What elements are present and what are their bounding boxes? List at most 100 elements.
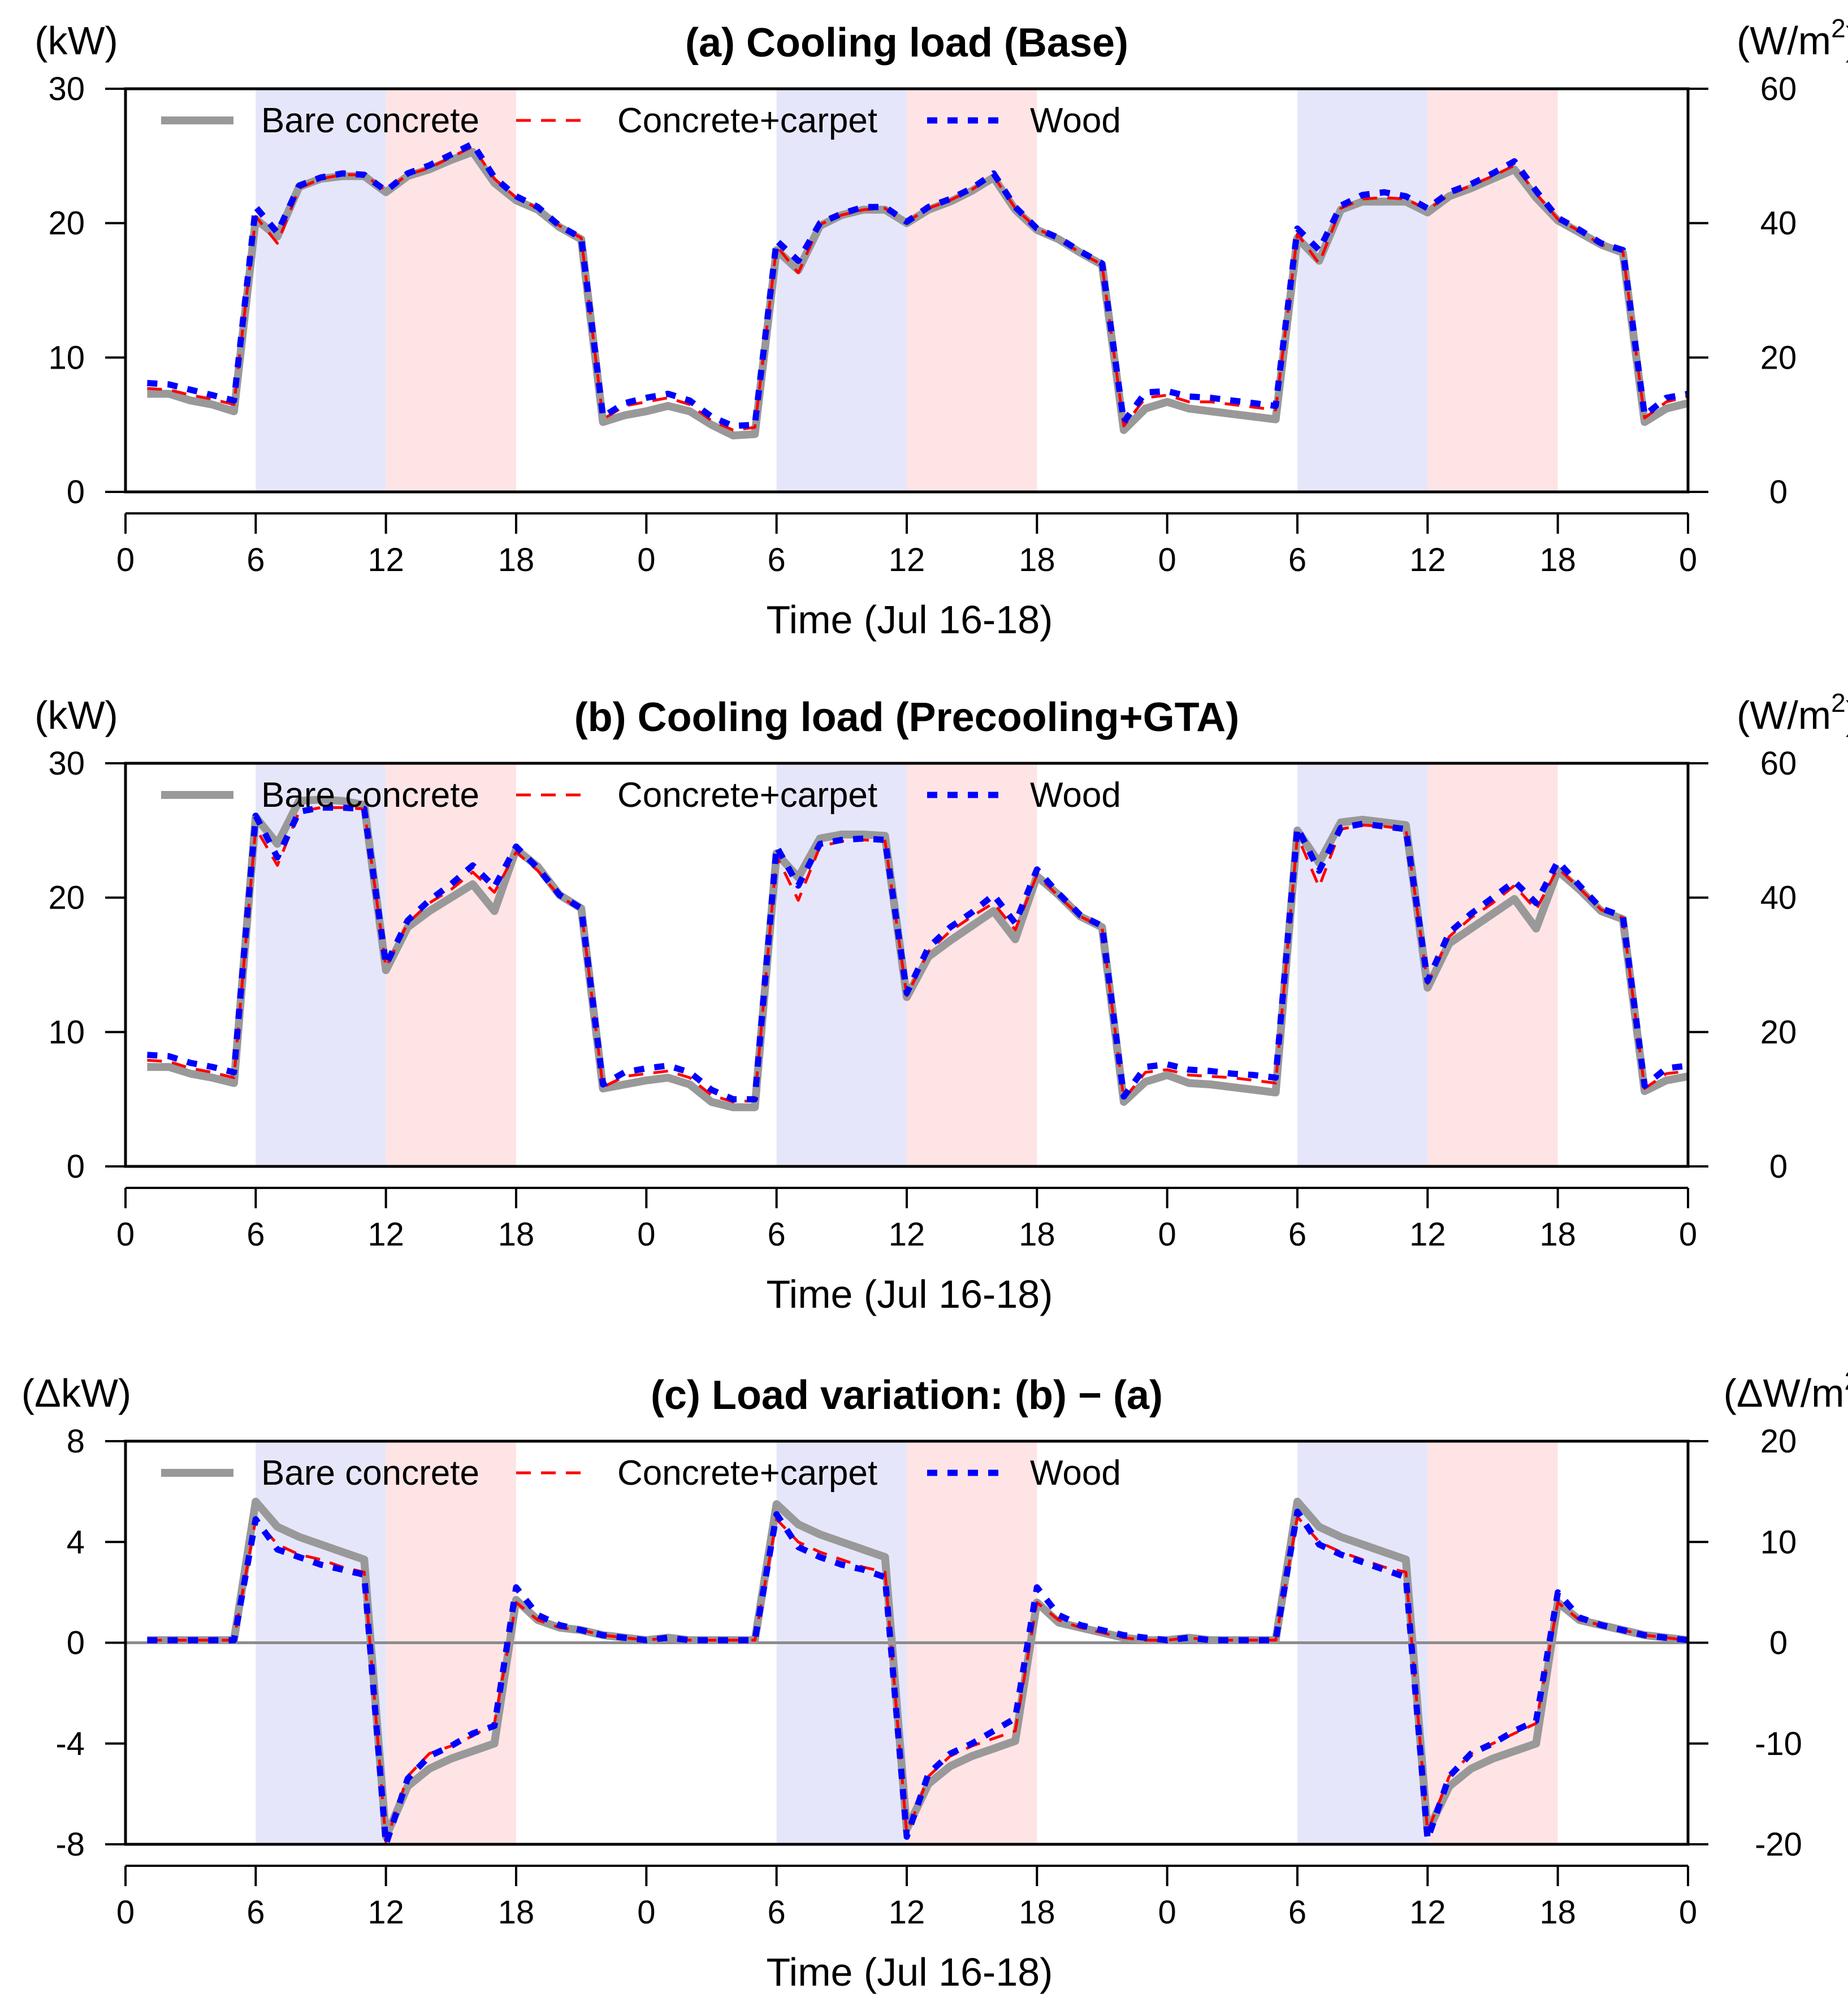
shaded-band-afternoon: [386, 89, 516, 492]
x-tick-label: 12: [367, 1216, 404, 1253]
y-axis-label-right: (W/m2): [1737, 688, 1848, 737]
x-tick-label: 0: [1158, 1216, 1176, 1253]
legend-label: Wood: [1030, 101, 1121, 140]
y-tick-label-right: 40: [1760, 205, 1797, 242]
y-axis-label-left: (kW): [34, 19, 118, 63]
y-tick-label-left: 30: [48, 745, 85, 782]
series-line-wood: [147, 1508, 1689, 1848]
legend-label: Concrete+carpet: [617, 1454, 877, 1493]
y-axis-label-left: (kW): [34, 693, 118, 737]
y-axis-label-right-close: ): [1846, 19, 1848, 63]
y-tick-label-left: 0: [67, 1625, 85, 1662]
shaded-band-morning: [776, 89, 907, 492]
x-tick-label: 18: [498, 1894, 535, 1931]
x-tick-label: 6: [768, 1894, 786, 1931]
x-axis-label: Time (Jul 16-18): [767, 598, 1053, 642]
legend-label: Concrete+carpet: [617, 776, 877, 815]
x-tick-label: 18: [1539, 1216, 1576, 1253]
legend: Bare concrete Concrete+carpet Wood: [161, 1454, 1121, 1493]
y-tick-label-right: 20: [1760, 1423, 1797, 1460]
x-tick-label: 0: [637, 1216, 655, 1253]
legend-label: Bare concrete: [261, 1454, 479, 1493]
x-tick-label: 0: [1679, 1216, 1697, 1253]
x-tick-label: 18: [498, 1216, 535, 1253]
x-tick-label: 6: [246, 542, 265, 578]
legend-label: Wood: [1030, 776, 1121, 815]
shaded-band-afternoon: [907, 89, 1037, 492]
plot-frame: [124, 762, 1690, 1168]
y-tick-label-right: 20: [1760, 339, 1797, 376]
x-tick-label: 0: [1679, 542, 1697, 578]
x-tick-label: 18: [1539, 1894, 1576, 1931]
y-axis-label-right: (W/m2): [1737, 14, 1848, 63]
y-axis-label-right-base: (ΔW/m: [1724, 1371, 1845, 1415]
x-tick-label: 12: [367, 542, 404, 578]
y-tick-label-left: -8: [55, 1826, 85, 1863]
y-tick-label-left: -4: [55, 1726, 85, 1762]
shaded-band-morning: [776, 763, 907, 1166]
x-tick-label: 6: [1288, 1894, 1306, 1931]
legend-label: Bare concrete: [261, 776, 479, 815]
x-tick-label: 18: [1539, 542, 1576, 578]
y-axis-label-right: (ΔW/m2): [1724, 1366, 1848, 1415]
legend-label: Concrete+carpet: [617, 101, 877, 140]
x-tick-label: 0: [116, 542, 135, 578]
x-tick-label: 6: [768, 1216, 786, 1253]
x-tick-label: 12: [1409, 1894, 1446, 1931]
y-axis-label-right-sup: 2: [1831, 14, 1846, 43]
legend-label: Wood: [1030, 1454, 1121, 1493]
y-tick-label-left: 0: [67, 474, 85, 511]
x-tick-label: 6: [1288, 1216, 1306, 1253]
y-axis-label-right-base: (W/m: [1737, 19, 1831, 63]
x-tick-label: 18: [1019, 542, 1055, 578]
y-tick-label-left: 0: [67, 1148, 85, 1185]
x-tick-label: 12: [1409, 1216, 1446, 1253]
y-tick-label-left: 20: [48, 205, 85, 242]
x-tick-label: 0: [1158, 542, 1176, 578]
y-tick-label-left: 30: [48, 71, 85, 107]
x-tick-label: 18: [498, 542, 535, 578]
shaded-band-morning: [256, 89, 386, 492]
y-tick-label-left: 10: [48, 339, 85, 376]
y-axis-label-left: (ΔkW): [21, 1371, 131, 1415]
y-tick-label-right: 10: [1760, 1524, 1797, 1560]
plot-frame: [124, 87, 1690, 494]
y-tick-label-left: 10: [48, 1014, 85, 1050]
chart-title: (b) Cooling load (Precooling+GTA): [574, 695, 1240, 740]
chart-title: (c) Load variation: (b) − (a): [651, 1373, 1163, 1418]
x-tick-label: 0: [1158, 1894, 1176, 1931]
shaded-band-afternoon: [1427, 763, 1558, 1166]
shaded-band-afternoon: [1427, 89, 1558, 492]
x-tick-label: 0: [1679, 1894, 1697, 1931]
legend-label: Bare concrete: [261, 101, 479, 140]
y-tick-label-left: 4: [67, 1524, 85, 1560]
legend: Bare concrete Concrete+carpet Wood: [161, 776, 1121, 815]
y-tick-label-right: 0: [1769, 474, 1788, 511]
chart-title: (a) Cooling load (Base): [685, 20, 1128, 66]
y-tick-label-right: 60: [1760, 71, 1797, 107]
y-tick-label-right: 20: [1760, 1014, 1797, 1050]
x-tick-label: 12: [889, 1894, 925, 1931]
x-tick-label: 6: [1288, 542, 1306, 578]
y-axis-label-right-sup: 2: [1831, 688, 1846, 717]
x-tick-label: 12: [367, 1894, 404, 1931]
y-tick-label-left: 20: [48, 880, 85, 916]
x-tick-label: 12: [889, 1216, 925, 1253]
y-axis-label-right-sup: 2: [1845, 1366, 1848, 1395]
x-tick-label: 18: [1019, 1894, 1055, 1931]
panel-c: -8 -4 0 4 8 -20 -10 0 10 20 0 6 12 18 0 6 12 18 0 6 12 18 0 Tim…: [21, 1366, 1848, 1994]
series-line-wood: [147, 804, 1689, 1103]
x-tick-label: 0: [116, 1894, 135, 1931]
y-tick-label-left: 8: [67, 1423, 85, 1460]
x-tick-label: 12: [889, 542, 925, 578]
y-tick-label-right: -20: [1755, 1826, 1802, 1863]
x-axis-label: Time (Jul 16-18): [767, 1950, 1053, 1994]
legend: Bare concrete Concrete+carpet Wood: [161, 101, 1121, 140]
y-tick-label-right: 0: [1769, 1625, 1788, 1662]
y-tick-label-right: 0: [1769, 1148, 1788, 1185]
x-tick-label: 6: [246, 1894, 265, 1931]
shaded-band-afternoon: [386, 763, 516, 1166]
x-tick-label: 6: [768, 542, 786, 578]
x-tick-label: 0: [116, 1216, 135, 1253]
